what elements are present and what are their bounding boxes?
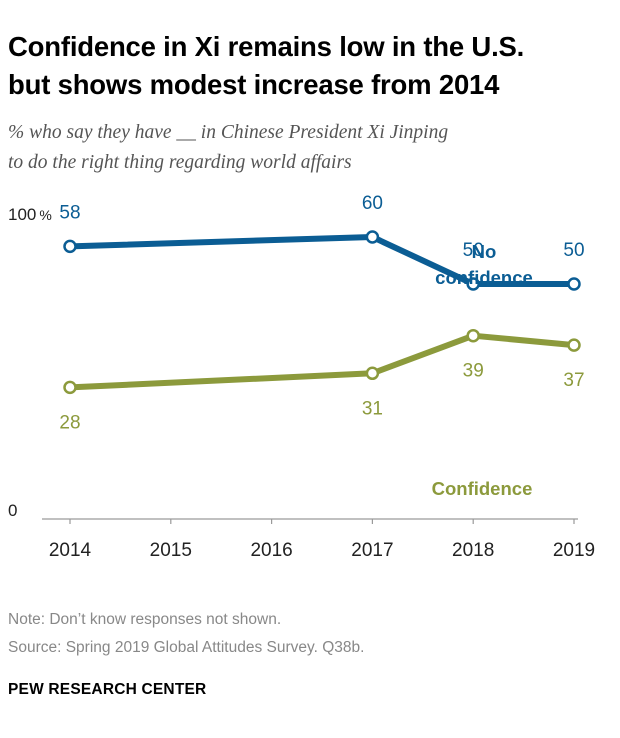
data-label: 60	[362, 193, 383, 214]
data-label: 31	[362, 398, 383, 419]
source-text: Source: Spring 2019 Global Attitudes Sur…	[8, 639, 365, 656]
brand-logo-text: PEW RESEARCH CENTER	[8, 681, 207, 698]
series-label-no-confidence: confidence	[435, 267, 533, 288]
data-point-marker	[365, 230, 380, 244]
x-tick-label: 2016	[250, 540, 292, 561]
line-chart: 2014 2015 2016 2017 2018 2019 100 % 0 58 60 50 50 28 3…	[8, 193, 595, 561]
chart-subtitle-line: to do the right thing regarding world af…	[8, 152, 352, 173]
data-label: 28	[59, 412, 80, 433]
data-label: 50	[563, 240, 584, 261]
series-line-confidence	[67, 332, 577, 391]
series-label-confidence: Confidence	[432, 478, 533, 499]
data-point-marker	[365, 366, 380, 381]
data-point-marker	[63, 380, 77, 395]
y-tick-label: 100%	[8, 205, 52, 224]
data-label: 50	[463, 240, 484, 261]
y-tick-label: 0	[8, 501, 17, 520]
series-label-no-confidence: No	[472, 241, 497, 262]
chart-subtitle-line: % who say they have __ in Chinese Presid…	[8, 122, 449, 143]
chart-notes: Note: Don’t know responses not shown. So…	[8, 606, 612, 662]
y-tick-unit: %	[39, 207, 51, 223]
chart-title-line: Confidence in Xi remains low in the U.S.	[8, 31, 525, 62]
data-label: 37	[563, 370, 584, 391]
data-point-marker	[63, 239, 77, 254]
data-point-marker	[567, 338, 581, 352]
chart-title: Confidence in Xi remains low in the U.S.…	[8, 28, 612, 104]
x-tick-label: 2015	[150, 540, 192, 561]
data-point-marker	[567, 277, 581, 291]
chart-title-line: but shows modest increase from 2014	[8, 69, 500, 100]
note-text: Note: Don’t know responses not shown.	[8, 611, 282, 628]
series-line-no_confidence	[67, 234, 577, 287]
data-label: 39	[463, 361, 484, 382]
chart-subtitle: % who say they have __ in Chinese Presid…	[8, 118, 612, 178]
x-tick-label: 2019	[553, 540, 595, 561]
x-tick-label: 2018	[452, 540, 494, 561]
x-tick-label: 2017	[351, 540, 393, 561]
data-label: 58	[59, 202, 80, 223]
x-tick-label: 2014	[49, 540, 92, 561]
data-point-marker	[466, 328, 480, 343]
data-point-marker	[466, 277, 480, 291]
